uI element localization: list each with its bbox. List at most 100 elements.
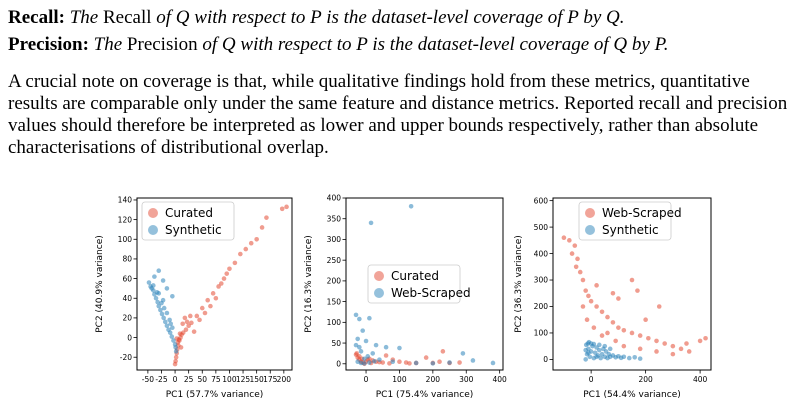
data-point bbox=[621, 354, 627, 360]
data-point bbox=[151, 283, 156, 288]
precision-text-c: of Q with respect to P is the dataset-le… bbox=[197, 34, 669, 55]
x-tick-label: 100 bbox=[222, 375, 237, 384]
data-point bbox=[684, 341, 689, 346]
data-point bbox=[224, 271, 230, 276]
data-point bbox=[430, 361, 436, 366]
data-point bbox=[586, 350, 591, 356]
data-point bbox=[372, 358, 377, 364]
y-tick-label: 400 bbox=[534, 249, 549, 258]
data-point bbox=[171, 338, 176, 343]
data-point bbox=[362, 356, 367, 362]
data-point bbox=[354, 351, 359, 356]
data-point bbox=[184, 319, 190, 325]
recall-term: Recall: bbox=[8, 7, 65, 28]
data-point bbox=[360, 328, 366, 333]
x-tick-label: 175 bbox=[263, 375, 278, 384]
data-point bbox=[187, 313, 193, 319]
data-point bbox=[635, 288, 640, 293]
precision-term: Precision: bbox=[8, 34, 89, 55]
legend-marker bbox=[374, 288, 384, 298]
data-point bbox=[156, 291, 162, 296]
data-point bbox=[598, 355, 603, 361]
data-point bbox=[621, 328, 627, 333]
data-point bbox=[583, 288, 588, 293]
data-point bbox=[580, 304, 586, 309]
data-point bbox=[470, 358, 476, 363]
precision-text-b: Precision bbox=[126, 34, 198, 55]
x-tick-label: -50 bbox=[142, 375, 154, 384]
data-point bbox=[210, 291, 216, 296]
data-point bbox=[353, 342, 359, 348]
data-point bbox=[670, 343, 676, 349]
data-point bbox=[153, 295, 159, 301]
data-point bbox=[646, 335, 651, 341]
data-point bbox=[447, 360, 452, 365]
data-point bbox=[284, 204, 289, 210]
legend-box bbox=[367, 264, 461, 304]
x-tick-label: 300 bbox=[459, 375, 474, 384]
y-tick-label: 200 bbox=[534, 302, 549, 311]
legend-label: Synthetic bbox=[602, 223, 659, 237]
data-point bbox=[490, 360, 496, 366]
recall-definition: Recall: The Recall of Q with respect to … bbox=[8, 4, 800, 31]
data-point bbox=[580, 277, 586, 283]
data-point bbox=[613, 338, 618, 344]
data-point bbox=[460, 351, 466, 356]
data-point bbox=[602, 343, 608, 349]
y-tick-label: 140 bbox=[118, 196, 133, 205]
x-tick-label: 50 bbox=[197, 375, 207, 384]
data-point bbox=[629, 330, 635, 336]
data-point bbox=[177, 331, 183, 336]
data-point bbox=[161, 305, 167, 311]
y-axis-label: PC2 (36.3% variance) bbox=[514, 235, 524, 333]
data-point bbox=[259, 225, 265, 230]
data-point bbox=[583, 357, 588, 362]
plot-frame bbox=[345, 197, 504, 371]
data-point bbox=[169, 334, 175, 339]
y-tick-label: 0 bbox=[336, 359, 341, 368]
x-tick-label: 0 bbox=[589, 375, 594, 384]
series-1-points bbox=[353, 203, 496, 366]
data-point bbox=[597, 347, 602, 353]
data-point bbox=[368, 220, 374, 226]
definitions: Recall: The Recall of Q with respect to … bbox=[8, 4, 800, 58]
data-point bbox=[594, 283, 599, 288]
data-point bbox=[567, 238, 572, 243]
data-point bbox=[654, 349, 659, 354]
data-point bbox=[423, 355, 429, 360]
data-point bbox=[208, 303, 213, 309]
y-tick-label: 20 bbox=[122, 314, 132, 323]
data-point bbox=[357, 344, 362, 350]
data-point bbox=[216, 284, 221, 289]
series-1-points bbox=[583, 339, 643, 362]
data-point bbox=[156, 303, 162, 309]
data-point bbox=[363, 338, 369, 344]
data-point bbox=[221, 276, 227, 281]
recall-text-b: Recall bbox=[102, 7, 152, 28]
paragraph-line: values should therefore be interpreted a… bbox=[8, 115, 759, 136]
y-tick-label: 250 bbox=[327, 256, 342, 265]
legend: Web-Scraped Synthetic bbox=[578, 201, 682, 241]
data-point bbox=[227, 266, 232, 272]
data-point bbox=[587, 354, 593, 360]
x-tick-label: 125 bbox=[236, 375, 251, 384]
data-point bbox=[173, 354, 179, 360]
data-point bbox=[662, 341, 667, 346]
x-tick-label: 150 bbox=[249, 375, 264, 384]
legend: Curated Web-Scraped bbox=[367, 264, 471, 304]
data-point bbox=[383, 353, 389, 358]
data-point bbox=[697, 338, 703, 344]
legend-marker bbox=[585, 225, 595, 235]
data-point bbox=[218, 281, 224, 286]
data-point bbox=[194, 313, 200, 319]
data-point bbox=[205, 297, 211, 303]
x-tick-label: -25 bbox=[155, 375, 167, 384]
data-point bbox=[161, 315, 166, 321]
data-point bbox=[180, 321, 185, 327]
data-point bbox=[159, 311, 165, 317]
data-point bbox=[202, 310, 208, 316]
data-point bbox=[152, 274, 157, 279]
legend-box bbox=[578, 201, 672, 241]
data-point bbox=[189, 320, 194, 326]
data-point bbox=[164, 323, 170, 329]
